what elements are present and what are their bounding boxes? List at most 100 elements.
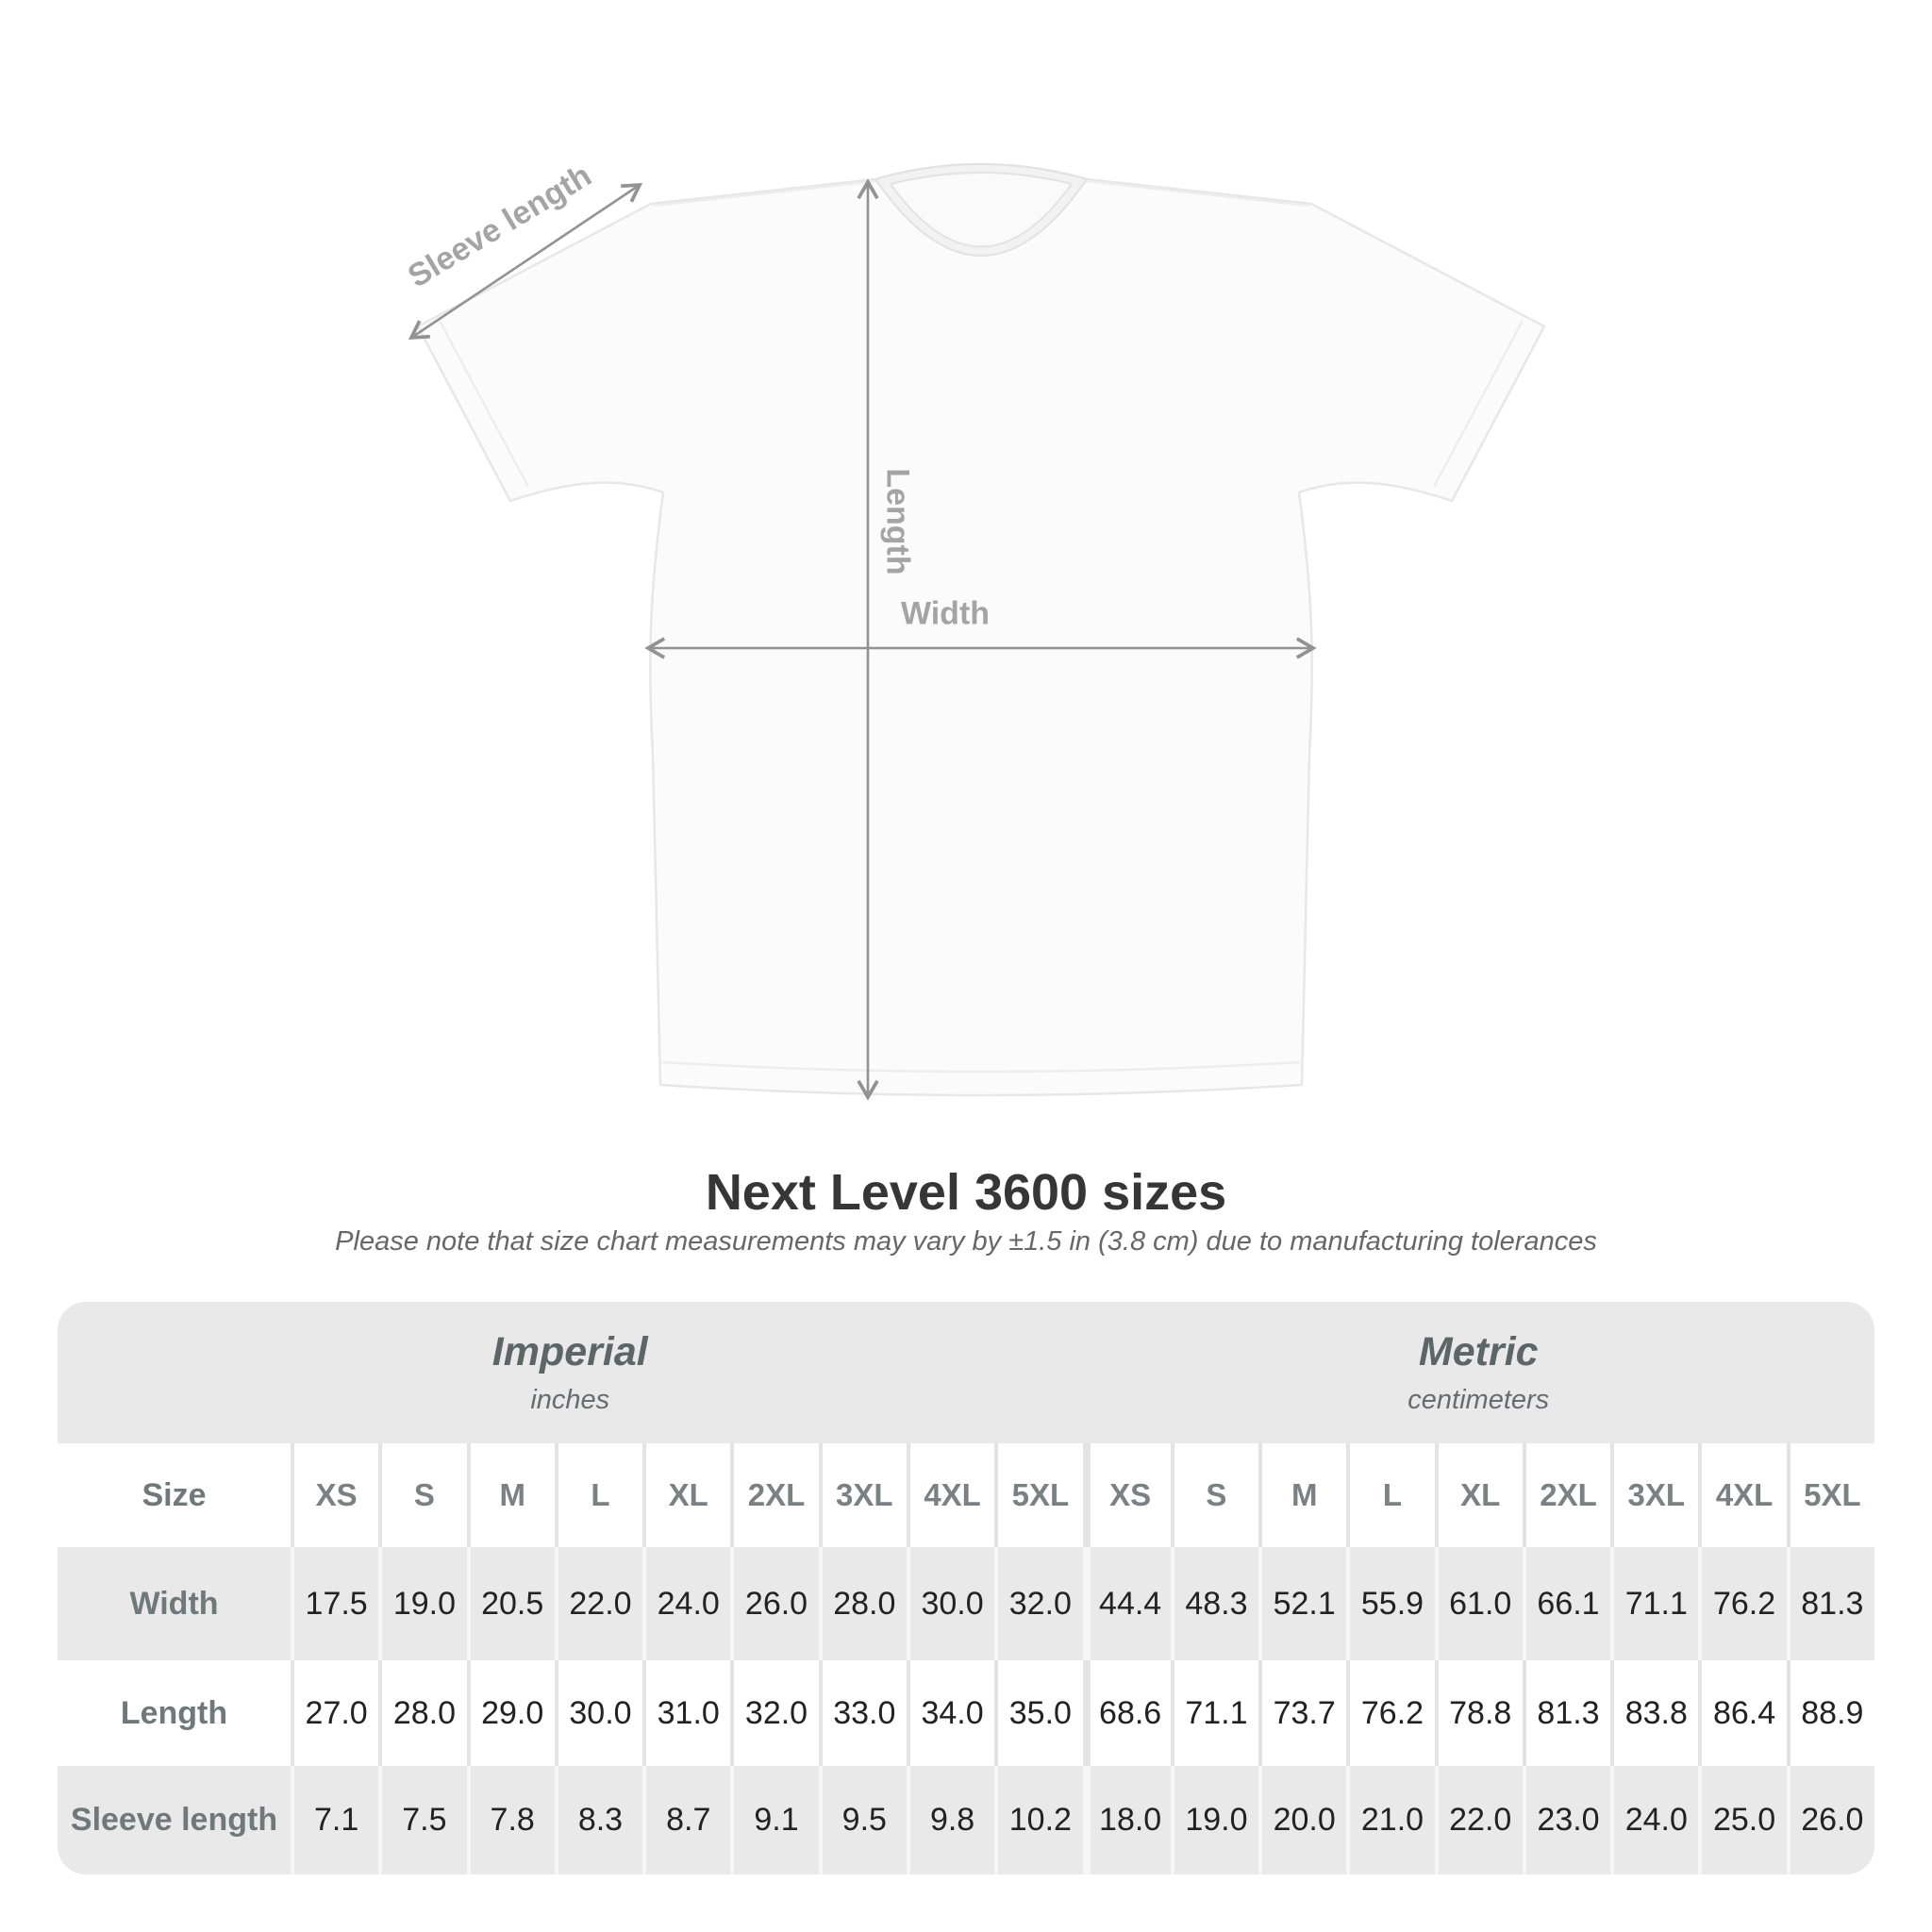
size-header-row: Size XS S M L XL 2XL 3XL 4XL 5XL XS S M L XL 2XL 3XL 4XL…: [58, 1443, 1874, 1547]
size-col-imperial-5XL: 5XL: [994, 1443, 1082, 1547]
size-col-metric-L: L: [1346, 1443, 1434, 1547]
length-imperial-XL: 31.0: [642, 1660, 730, 1766]
width-imperial-L: 22.0: [554, 1547, 642, 1660]
imperial-group-header: Imperial inches: [58, 1302, 1083, 1443]
sleeve-length-imperial-3XL: 9.5: [818, 1766, 907, 1874]
length-metric-4XL: 86.4: [1698, 1660, 1786, 1766]
page-title: Next Level 3600 sizes: [705, 1164, 1227, 1221]
width-imperial-S: 19.0: [378, 1547, 466, 1660]
metric-group-header: Metric centimeters: [1083, 1302, 1875, 1443]
right-shoulder-seam: [1086, 179, 1310, 208]
length-metric-2XL: 81.3: [1522, 1660, 1610, 1766]
width-metric-L: 55.9: [1346, 1547, 1434, 1660]
metric-group-title: Metric: [1418, 1329, 1539, 1374]
width-label: Width: [900, 595, 991, 632]
width-imperial-4XL: 30.0: [906, 1547, 994, 1660]
length-metric-M: 73.7: [1258, 1660, 1346, 1766]
size-col-imperial-XL: XL: [642, 1443, 730, 1547]
sleeve-length-metric-L: 21.0: [1346, 1766, 1434, 1874]
width-metric-XS: 44.4: [1082, 1547, 1171, 1660]
sleeve-length-arrow: [408, 182, 643, 341]
hem-seam: [661, 1060, 1301, 1074]
sleeve-length-metric-S: 19.0: [1170, 1766, 1258, 1874]
size-corner-label: Size: [142, 1476, 207, 1513]
sleeve-length-imperial-4XL: 9.8: [906, 1766, 994, 1874]
length-imperial-S: 28.0: [378, 1660, 466, 1766]
sleeve-length-row-label: Sleeve length: [70, 1802, 278, 1838]
length-metric-L: 76.2: [1346, 1660, 1434, 1766]
length-imperial-5XL: 35.0: [994, 1660, 1082, 1766]
sleeve-length-metric-M: 20.0: [1258, 1766, 1346, 1874]
sleeve-length-imperial-2XL: 9.1: [730, 1766, 818, 1874]
length-metric-XL: 78.8: [1434, 1660, 1523, 1766]
size-col-imperial-L: L: [554, 1443, 642, 1547]
width-metric-S: 48.3: [1170, 1547, 1258, 1660]
collar-rib: [889, 172, 1074, 248]
size-col-imperial-XS: XS: [291, 1443, 378, 1547]
sleeve-length-metric-XL: 22.0: [1434, 1766, 1523, 1874]
unit-group-header-row: Imperial inches Metric centimeters: [58, 1302, 1874, 1443]
sleeve-length-metric-4XL: 25.0: [1698, 1766, 1786, 1874]
length-metric-3XL: 83.8: [1610, 1660, 1698, 1766]
width-metric-2XL: 66.1: [1522, 1547, 1610, 1660]
size-col-metric-4XL: 4XL: [1698, 1443, 1786, 1547]
width-row: Width 17.5 19.0 20.5 22.0 24.0 26.0 28.0 30.0 32…: [58, 1547, 1874, 1660]
width-imperial-3XL: 28.0: [818, 1547, 907, 1660]
width-imperial-XL: 24.0: [642, 1547, 730, 1660]
size-col-metric-5XL: 5XL: [1786, 1443, 1874, 1547]
length-imperial-3XL: 33.0: [818, 1660, 907, 1766]
size-col-imperial-S: S: [378, 1443, 466, 1547]
sleeve-length-imperial-M: 7.8: [466, 1766, 555, 1874]
width-metric-XL: 61.0: [1434, 1547, 1523, 1660]
width-imperial-M: 20.5: [466, 1547, 555, 1660]
size-col-metric-XL: XL: [1434, 1443, 1523, 1547]
length-imperial-XS: 27.0: [291, 1660, 378, 1766]
size-col-metric-M: M: [1258, 1443, 1346, 1547]
width-metric-5XL: 81.3: [1786, 1547, 1874, 1660]
length-row-label: Length: [120, 1694, 228, 1731]
metric-group-unit: centimeters: [1407, 1385, 1550, 1415]
tshirt-illustration: [416, 162, 1546, 1097]
length-row: Length 27.0 28.0 29.0 30.0 31.0 32.0 33.0 34.0 3…: [58, 1660, 1874, 1766]
sleeve-length-metric-3XL: 24.0: [1610, 1766, 1698, 1874]
size-table: Imperial inches Metric centimeters Size …: [58, 1302, 1874, 1874]
width-imperial-5XL: 32.0: [994, 1547, 1082, 1660]
width-metric-M: 52.1: [1258, 1547, 1346, 1660]
length-metric-S: 71.1: [1170, 1660, 1258, 1766]
sleeve-length-metric-XS: 18.0: [1082, 1766, 1171, 1874]
size-col-metric-2XL: 2XL: [1522, 1443, 1610, 1547]
width-row-label: Width: [129, 1585, 219, 1622]
length-imperial-4XL: 34.0: [906, 1660, 994, 1766]
sleeve-length-imperial-XS: 7.1: [291, 1766, 378, 1874]
sleeve-length-imperial-S: 7.5: [378, 1766, 466, 1874]
sleeve-length-row: Sleeve length 7.1 7.5 7.8 8.3 8.7 9.1 9.5 9.8 10…: [58, 1766, 1874, 1874]
width-metric-3XL: 71.1: [1610, 1547, 1698, 1660]
size-col-imperial-3XL: 3XL: [818, 1443, 907, 1547]
right-cuff-seam: [1432, 320, 1524, 488]
width-imperial-2XL: 26.0: [730, 1547, 818, 1660]
length-imperial-L: 30.0: [554, 1660, 642, 1766]
sleeve-length-imperial-5XL: 10.2: [994, 1766, 1082, 1874]
size-col-imperial-4XL: 4XL: [906, 1443, 994, 1547]
length-metric-5XL: 88.9: [1786, 1660, 1874, 1766]
length-label: Length: [879, 468, 916, 575]
size-col-metric-S: S: [1170, 1443, 1258, 1547]
length-metric-XS: 68.6: [1082, 1660, 1171, 1766]
length-imperial-M: 29.0: [466, 1660, 555, 1766]
imperial-group-unit: inches: [530, 1385, 610, 1415]
tolerance-note: Please note that size chart measurements…: [335, 1226, 1597, 1257]
sleeve-length-metric-2XL: 23.0: [1522, 1766, 1610, 1874]
size-col-imperial-2XL: 2XL: [730, 1443, 818, 1547]
left-cuff-seam: [438, 320, 530, 488]
size-col-metric-XS: XS: [1082, 1443, 1171, 1547]
width-metric-4XL: 76.2: [1698, 1547, 1786, 1660]
sleeve-length-imperial-XL: 8.7: [642, 1766, 730, 1874]
size-col-metric-3XL: 3XL: [1610, 1443, 1698, 1547]
width-imperial-XS: 17.5: [291, 1547, 378, 1660]
left-shoulder-seam: [652, 179, 876, 208]
tshirt-diagram: [408, 162, 1546, 1101]
sleeve-length-metric-5XL: 26.0: [1786, 1766, 1874, 1874]
size-col-imperial-M: M: [466, 1443, 555, 1547]
length-imperial-2XL: 32.0: [730, 1660, 818, 1766]
